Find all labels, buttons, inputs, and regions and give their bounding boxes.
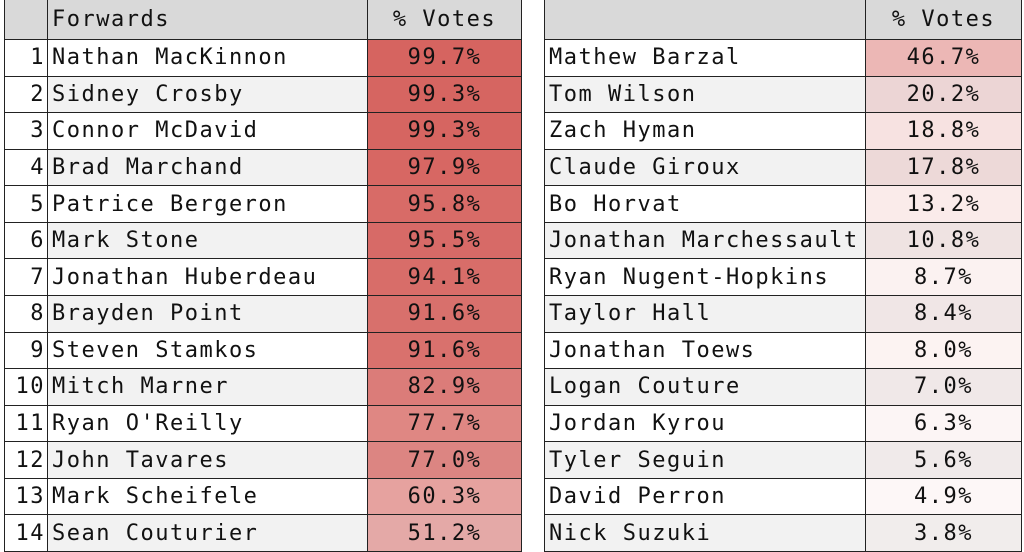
player-name: Jonathan Marchessault: [544, 222, 866, 260]
player-name: Nathan MacKinnon: [48, 40, 368, 77]
player-name: Tom Wilson: [544, 76, 866, 114]
vote-pct: 97.9%: [368, 149, 522, 187]
player-name: David Perron: [544, 478, 866, 516]
vote-pct: 99.7%: [368, 40, 522, 77]
header-votes: % Votes: [866, 0, 1022, 40]
vote-pct: 6.3%: [866, 405, 1022, 443]
vote-pct: 95.5%: [368, 222, 522, 260]
player-name: Patrice Bergeron: [48, 186, 368, 223]
vote-pct: 8.4%: [866, 296, 1022, 333]
vote-pct: 77.0%: [368, 442, 522, 479]
vote-pct: 10.8%: [866, 222, 1022, 260]
vote-pct: 13.2%: [866, 186, 1022, 223]
rank: 5: [4, 186, 48, 223]
header-votes: % Votes: [368, 0, 522, 40]
vote-pct: 95.8%: [368, 186, 522, 223]
vote-pct: 46.7%: [866, 40, 1022, 77]
rank: 2: [4, 76, 48, 114]
player-name: Claude Giroux: [544, 149, 866, 187]
vote-pct: 82.9%: [368, 369, 522, 406]
player-name: Jonathan Toews: [544, 332, 866, 370]
player-name: Jordan Kyrou: [544, 405, 866, 443]
header-blank: [4, 0, 48, 40]
vote-pct: 94.1%: [368, 259, 522, 296]
vote-pct: 60.3%: [368, 478, 522, 516]
vote-pct: 3.8%: [866, 515, 1022, 552]
rank: 9: [4, 332, 48, 370]
vote-pct: 77.7%: [368, 405, 522, 443]
rank: 11: [4, 405, 48, 443]
header-forwards: Forwards: [48, 0, 368, 40]
player-name: Mark Scheifele: [48, 478, 368, 516]
player-name: Mark Stone: [48, 222, 368, 260]
vote-pct: 99.3%: [368, 76, 522, 114]
header-blank: [544, 0, 866, 40]
vote-pct: 18.8%: [866, 113, 1022, 150]
vote-pct: 99.3%: [368, 113, 522, 150]
vote-pct: 20.2%: [866, 76, 1022, 114]
player-name: Taylor Hall: [544, 296, 866, 333]
player-name: Nick Suzuki: [544, 515, 866, 552]
player-name: Ryan Nugent-Hopkins: [544, 259, 866, 296]
player-name: Bo Horvat: [544, 186, 866, 223]
vote-pct: 8.0%: [866, 332, 1022, 370]
rank: 4: [4, 149, 48, 187]
vote-pct: 51.2%: [368, 515, 522, 552]
player-name: Tyler Seguin: [544, 442, 866, 479]
player-name: Zach Hyman: [544, 113, 866, 150]
player-name: Logan Couture: [544, 369, 866, 406]
player-name: Mathew Barzal: [544, 40, 866, 77]
vote-pct: 8.7%: [866, 259, 1022, 296]
player-name: Ryan O'Reilly: [48, 405, 368, 443]
vote-pct: 4.9%: [866, 478, 1022, 516]
vote-pct: 5.6%: [866, 442, 1022, 479]
player-name: Steven Stamkos: [48, 332, 368, 370]
rank: 6: [4, 222, 48, 260]
vote-pct: 7.0%: [866, 369, 1022, 406]
rank: 14: [4, 515, 48, 552]
rank: 8: [4, 296, 48, 333]
player-name: Sean Couturier: [48, 515, 368, 552]
player-name: Mitch Marner: [48, 369, 368, 406]
vote-pct: 91.6%: [368, 332, 522, 370]
rank: 10: [4, 369, 48, 406]
vote-pct: 91.6%: [368, 296, 522, 333]
rank: 13: [4, 478, 48, 516]
player-name: Brayden Point: [48, 296, 368, 333]
rank: 1: [4, 40, 48, 77]
rank: 12: [4, 442, 48, 479]
player-name: Jonathan Huberdeau: [48, 259, 368, 296]
vote-pct: 17.8%: [866, 149, 1022, 187]
rank: 3: [4, 113, 48, 150]
player-name: Connor McDavid: [48, 113, 368, 150]
rank: 7: [4, 259, 48, 296]
player-name: Sidney Crosby: [48, 76, 368, 114]
player-name: John Tavares: [48, 442, 368, 479]
player-name: Brad Marchand: [48, 149, 368, 187]
